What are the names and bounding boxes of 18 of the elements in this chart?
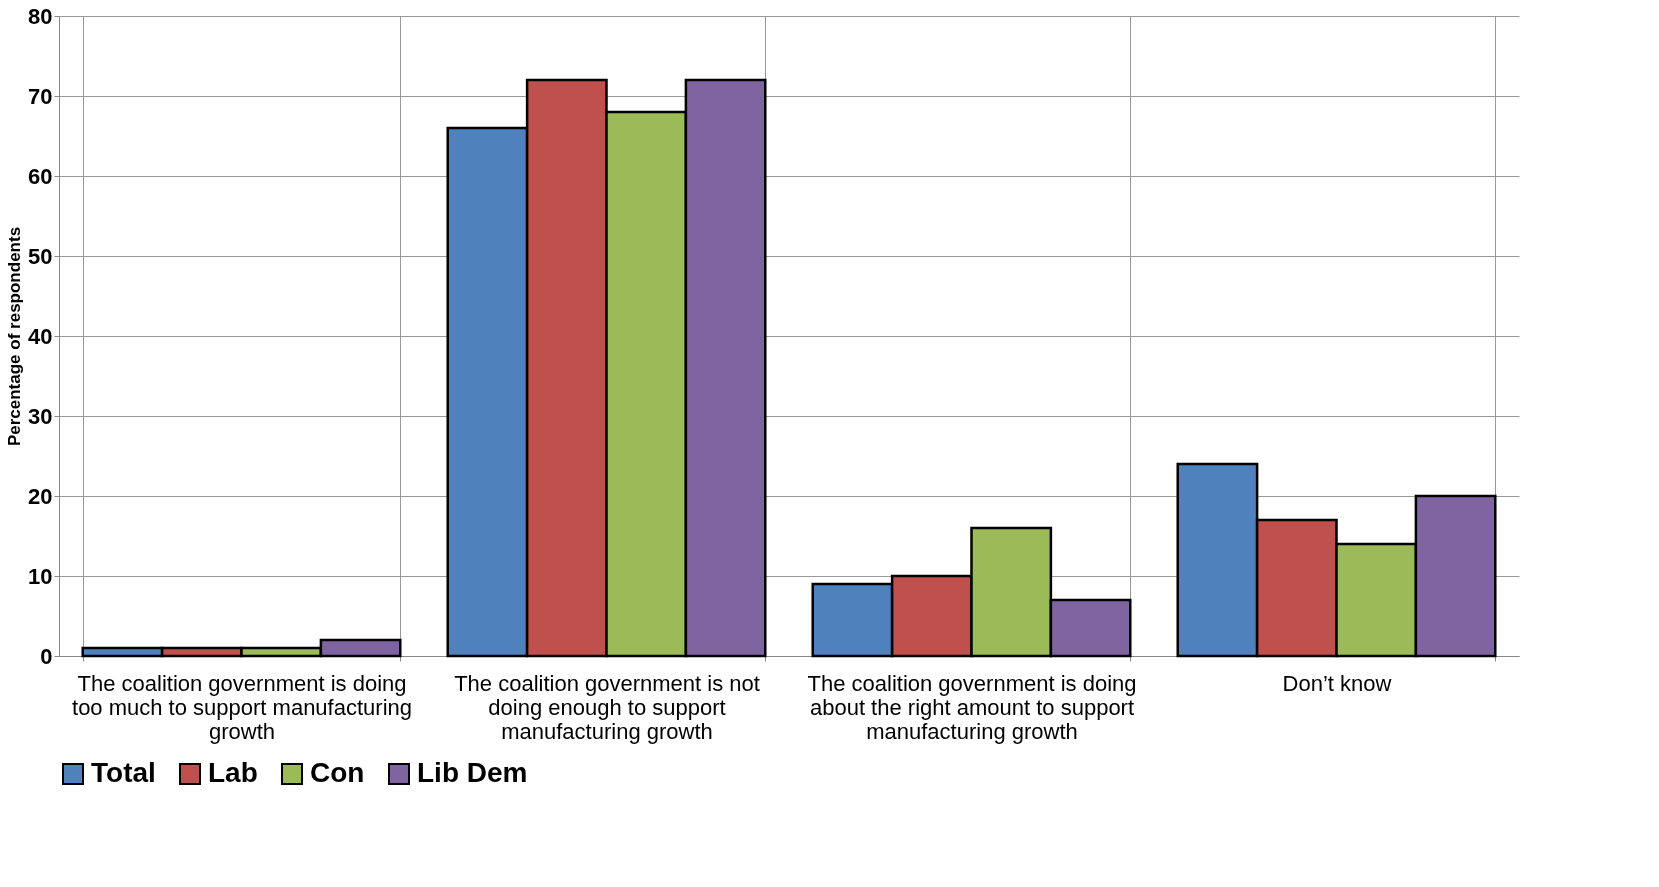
- y-tick-label: 0: [40, 643, 53, 669]
- legend-label: Con: [310, 757, 365, 788]
- y-tick-label: 40: [28, 323, 53, 349]
- x-tick-label: Don’t know: [1282, 670, 1392, 696]
- y-tick-label: 20: [28, 483, 53, 509]
- legend-label: Total: [91, 757, 156, 788]
- x-tick-label: The coalition government is not doing enough to support manufacturing growth: [454, 670, 760, 744]
- y-axis-title: Percentage of respondents: [5, 226, 25, 447]
- y-tick-label: 50: [28, 243, 53, 269]
- y-tick-label: 30: [28, 403, 53, 429]
- x-tick-label: The coalition government is doing too much to support manufacturing growth: [72, 670, 412, 744]
- x-tick-label: The coalition government is doing about the right amount to support manufacturing growth: [807, 670, 1137, 744]
- y-tick-label: 10: [28, 563, 53, 589]
- y-tick-label: 80: [28, 3, 53, 29]
- y-tick-label: 70: [28, 83, 53, 109]
- y-tick-label: 60: [28, 163, 53, 189]
- legend-label: Lab: [208, 757, 258, 788]
- legend-label: Lib Dem: [417, 757, 528, 788]
